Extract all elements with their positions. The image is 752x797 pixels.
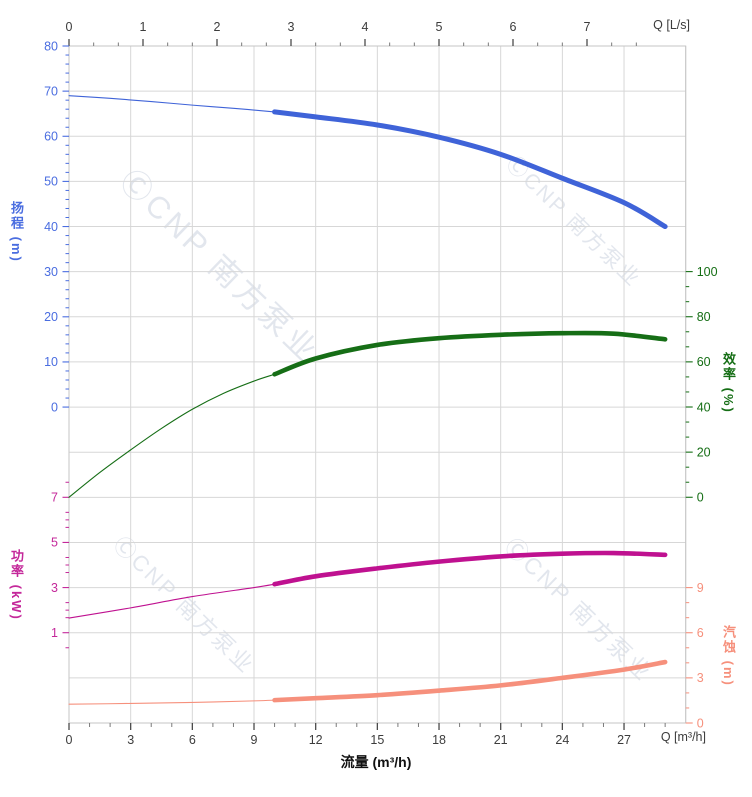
efficiency-tick-label: 0 — [697, 491, 704, 505]
bottom-axis-unit-label: Q [m³/h] — [660, 730, 706, 744]
curve-power-thick — [272, 550, 668, 587]
npsh-tick-label: 3 — [697, 671, 704, 685]
power-axis-title: 功率 (kW) — [9, 549, 24, 621]
bottom-tick-label: 12 — [309, 733, 323, 747]
head-axis-title: 扬程 (m) — [9, 201, 24, 263]
top-tick-label: 1 — [140, 20, 147, 34]
curve-efficiency-thin — [68, 373, 276, 498]
top-tick-label: 7 — [584, 20, 591, 34]
bottom-tick-label: 27 — [617, 733, 631, 747]
npsh-tick-label: 6 — [697, 626, 704, 640]
top-tick-label: 3 — [288, 20, 295, 34]
curve-power-thin — [68, 583, 276, 619]
bottom-tick-label: 3 — [127, 733, 134, 747]
head-tick-label: 80 — [44, 39, 58, 53]
power-tick-label: 3 — [51, 581, 58, 595]
bottom-tick-label: 24 — [555, 733, 569, 747]
head-tick-label: 20 — [44, 310, 58, 324]
top-tick-label: 2 — [214, 20, 221, 34]
top-tick-label: 0 — [66, 20, 73, 34]
bottom-tick-label: 0 — [66, 733, 73, 747]
npsh-tick-label: 9 — [697, 581, 704, 595]
head-tick-label: 10 — [44, 355, 58, 369]
curve-head-thick — [272, 109, 668, 230]
curve-head-thin — [68, 95, 276, 113]
top-tick-label: 4 — [362, 20, 369, 34]
bottom-tick-label: 9 — [251, 733, 258, 747]
watermark-text: ⒸCNP 南方泵业 — [109, 532, 260, 679]
bottom-tick-label: 15 — [370, 733, 384, 747]
npsh-tick-label: 0 — [697, 716, 704, 730]
efficiency-tick-label: 20 — [697, 445, 711, 459]
power-tick-label: 5 — [51, 536, 58, 550]
watermark-text: ⒸCNP 南方泵业 — [113, 163, 326, 370]
power-tick-label: 7 — [51, 491, 58, 505]
curve-efficiency-thick — [272, 330, 668, 377]
efficiency-axis-title: 效率 (%) — [721, 352, 736, 414]
curve-npsh-thick — [272, 659, 668, 703]
head-tick-label: 60 — [44, 130, 58, 144]
head-tick-label: 40 — [44, 220, 58, 234]
flow-axis-title: 流量 (m³/h) — [340, 754, 412, 770]
efficiency-tick-label: 80 — [697, 310, 711, 324]
npsh-axis-title: 汽蚀 (m) — [721, 625, 736, 687]
top-axis-unit-label: Q [L/s] — [653, 18, 690, 32]
bottom-tick-label: 21 — [494, 733, 508, 747]
head-tick-label: 30 — [44, 265, 58, 279]
head-tick-label: 50 — [44, 175, 58, 189]
top-tick-label: 6 — [510, 20, 517, 34]
power-tick-label: 1 — [51, 626, 58, 640]
efficiency-tick-label: 60 — [697, 355, 711, 369]
efficiency-tick-label: 40 — [697, 400, 711, 414]
head-tick-label: 0 — [51, 400, 58, 414]
bottom-tick-label: 18 — [432, 733, 446, 747]
curve-npsh-thin — [68, 699, 276, 705]
efficiency-tick-label: 100 — [697, 265, 718, 279]
top-tick-label: 5 — [436, 20, 443, 34]
head-tick-label: 70 — [44, 84, 58, 98]
bottom-tick-label: 6 — [189, 733, 196, 747]
